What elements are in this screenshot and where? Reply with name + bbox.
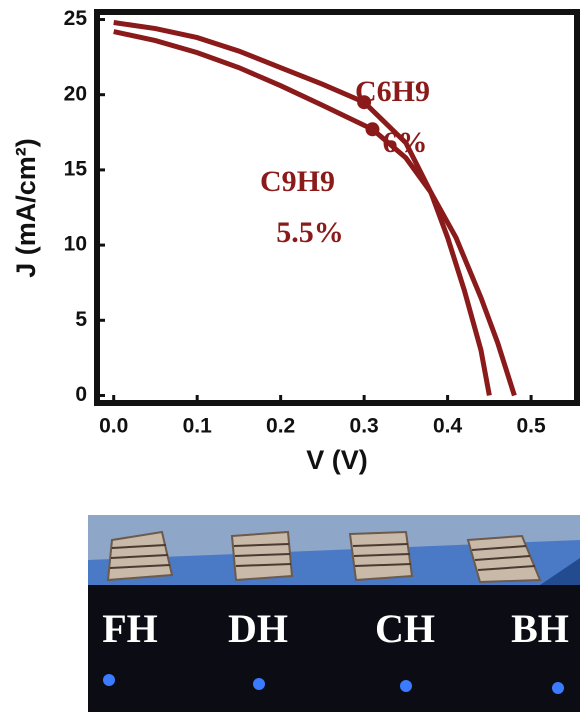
- x-tick-label: 0.4: [433, 415, 463, 438]
- stripe: [111, 544, 167, 549]
- plot-frame: [94, 9, 580, 406]
- cell-stripes: [109, 543, 536, 571]
- stripe: [471, 545, 527, 551]
- x-tick-label: 0.5: [516, 415, 546, 438]
- stripe: [353, 553, 411, 557]
- y-tick-label: 20: [64, 82, 87, 105]
- x-tick-label: 0.0: [99, 415, 128, 438]
- stripe: [477, 565, 536, 571]
- x-tick-label: 0.1: [183, 415, 213, 438]
- stripe: [110, 554, 169, 559]
- led: [253, 678, 265, 690]
- x-axis-title: V (V): [306, 445, 368, 475]
- led: [400, 680, 412, 692]
- stripe: [235, 563, 292, 567]
- led: [103, 674, 115, 686]
- series-annotation: 5.5%: [276, 216, 344, 249]
- y-tick-label: 0: [75, 383, 87, 406]
- photo-label: BH: [511, 606, 569, 651]
- series-line: [113, 29, 517, 397]
- stripe: [352, 543, 409, 547]
- photo-label: CH: [375, 606, 435, 651]
- x-tick-label: 0.3: [350, 415, 379, 438]
- cell: [466, 534, 542, 584]
- max-power-point: [357, 95, 372, 110]
- x-tick-label: 0.2: [266, 415, 295, 438]
- photo: [88, 515, 580, 712]
- stripe: [474, 555, 531, 561]
- stripe: [233, 543, 290, 547]
- substrate-edge: [88, 540, 580, 585]
- leds: [103, 674, 564, 694]
- stripe: [109, 564, 171, 569]
- series-line: [113, 20, 492, 396]
- photo-label: DH: [228, 606, 288, 651]
- y-tick-label: 5: [75, 308, 87, 331]
- y-tick-label: 10: [64, 233, 87, 256]
- stripe: [234, 553, 291, 557]
- max-power-point: [365, 122, 380, 137]
- series-name: C9H9: [260, 165, 335, 198]
- y-tick-label: 15: [64, 157, 88, 180]
- series-name: C6H9: [355, 75, 430, 108]
- stripe: [354, 563, 412, 567]
- photo-label: FH: [102, 606, 158, 651]
- y-tick-label: 25: [64, 7, 88, 30]
- led: [552, 682, 564, 694]
- y-axis-title: J (mA/cm²): [11, 138, 41, 278]
